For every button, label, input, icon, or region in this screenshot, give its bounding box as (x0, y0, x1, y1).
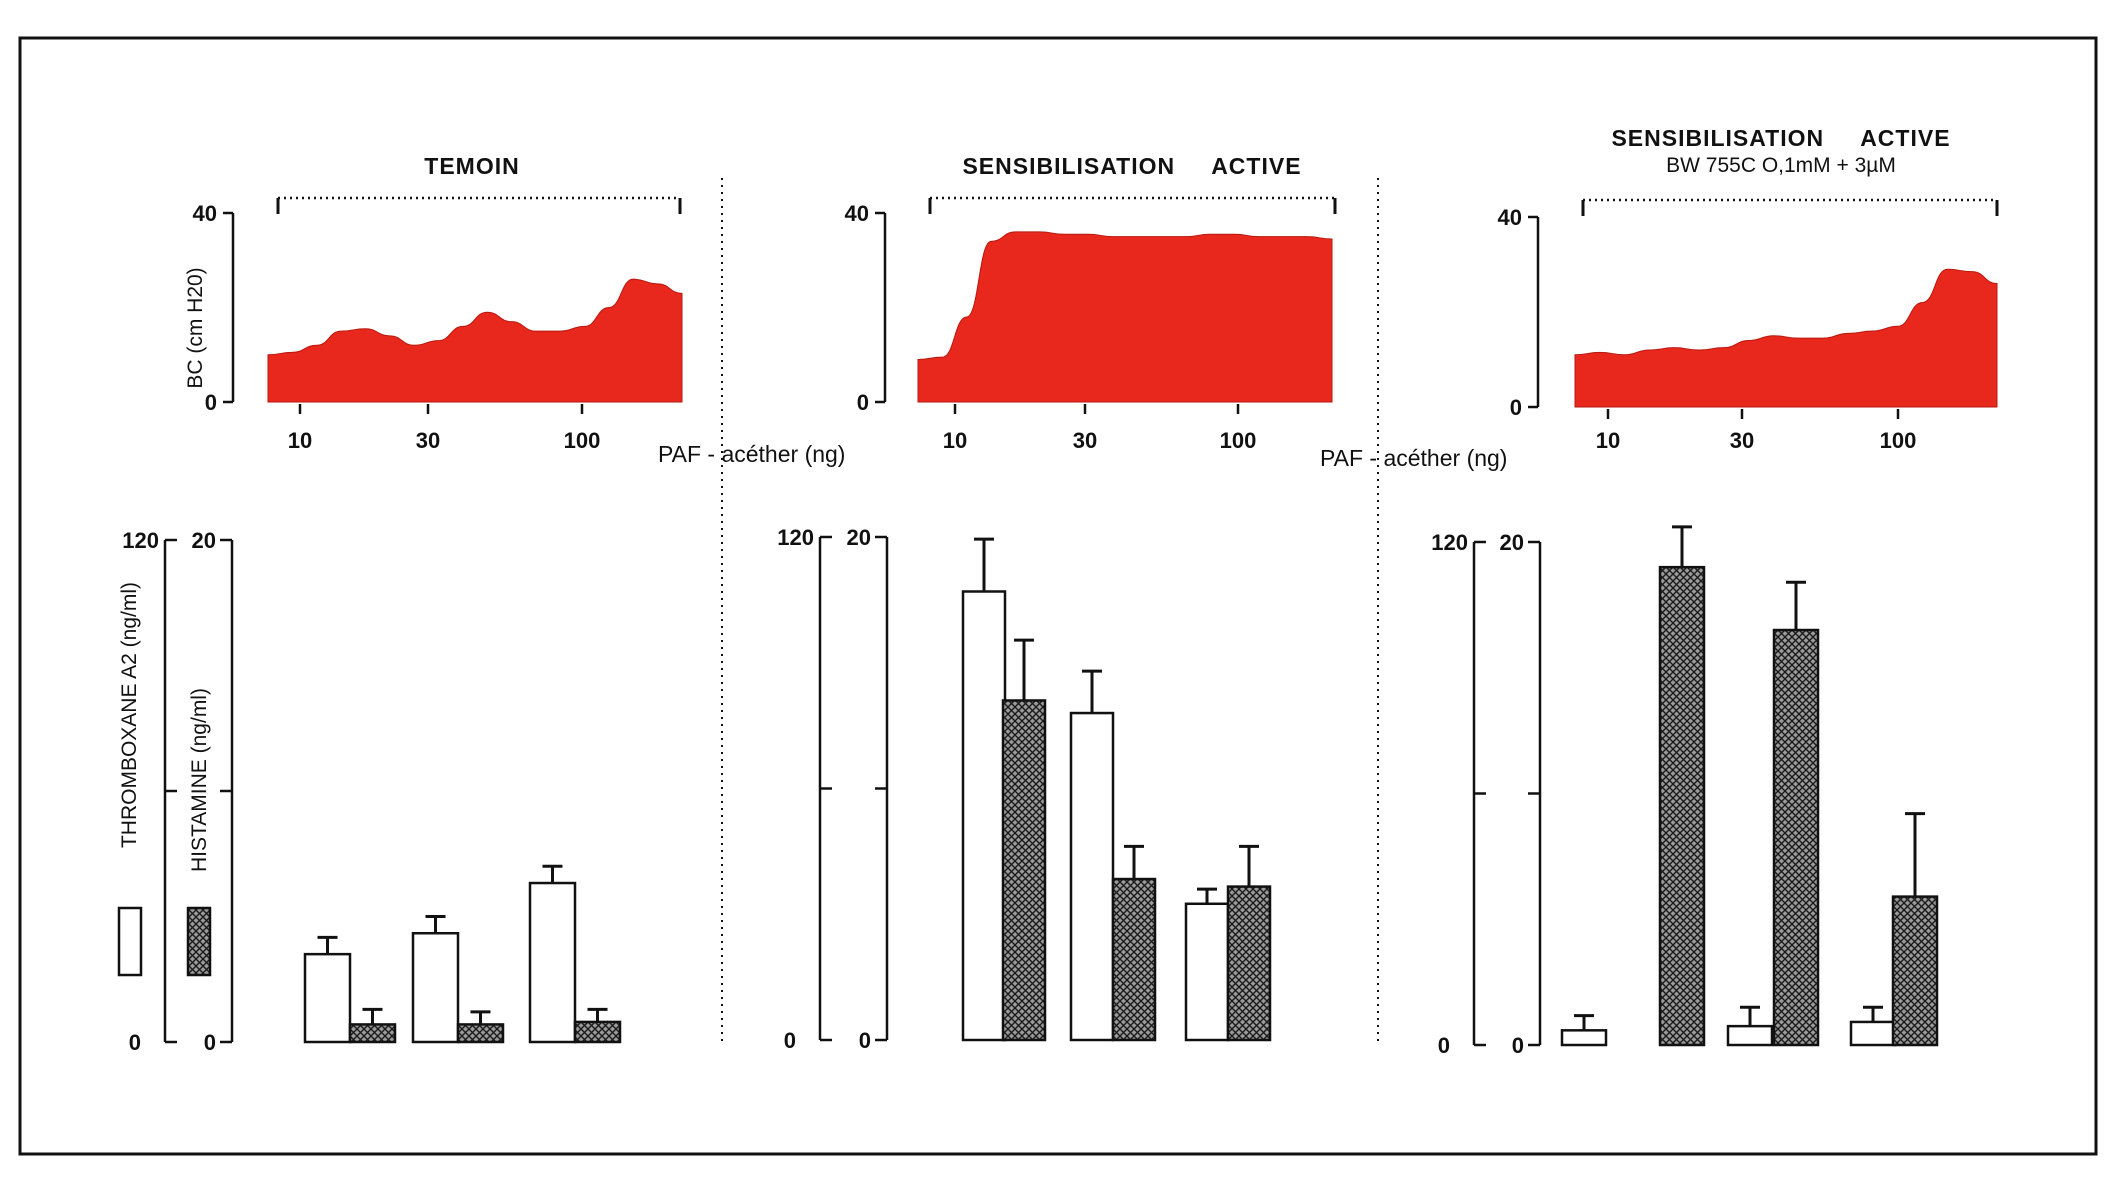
figure-frame (18, 36, 2098, 1156)
mediator-panel-temoin: 120 0 20 0 (122, 528, 622, 1055)
bc-panel-sensibilisation: 0 40 10 30 100 (845, 196, 1337, 453)
histamine-bar-100 (573, 1020, 622, 1044)
dose-tick-label: 30 (1730, 428, 1754, 453)
thromboxane-bar-100 (1849, 1020, 1897, 1047)
thromboxane-bar-100 (528, 881, 577, 1044)
histamine-tick-label: 20 (847, 525, 871, 550)
thromboxane-bar-30 (1726, 1024, 1774, 1047)
dose-tick-label: 100 (564, 428, 601, 453)
histamine-axis-label: HISTAMINE (ng/ml) (188, 688, 211, 872)
bc-axis-label: BC (cm H20) (184, 267, 207, 388)
histamine-bar-30 (456, 1023, 505, 1044)
thromboxane-bar-10 (961, 590, 1007, 1042)
dose-tick-label: 30 (416, 428, 440, 453)
bc-area-sensibilisation (917, 231, 1333, 403)
bc-panel-temoin: 0 40 10 30 100 (193, 196, 683, 453)
bw755c-subtitle: BW 755C O,1mM + 3µM (1666, 154, 1896, 177)
histamine-bar-10 (1658, 565, 1706, 1047)
thromboxane-bar-30 (1069, 711, 1115, 1042)
legend-thromboxane-swatch (117, 906, 143, 977)
dose-tick-label: 10 (1596, 428, 1620, 453)
thromboxane-bar-10 (1560, 1029, 1608, 1047)
histamine-tick-label: 0 (1512, 1033, 1524, 1058)
thromboxane-axis-label: THROMBOXANE A2 (ng/ml) (118, 582, 141, 848)
bc-area-bw755c (1574, 268, 1998, 408)
bw755c-title: SENSIBILISATION ACTIVE (1611, 125, 1950, 151)
mediator-panel-sensibilisation: 120 0 20 0 (777, 525, 1272, 1053)
thromboxane-tick-label: 120 (777, 525, 814, 550)
thromboxane-tick-label: 120 (1431, 530, 1468, 555)
dose-tick-label: 10 (288, 428, 312, 453)
histamine-bar-30 (1111, 877, 1157, 1042)
bc-y-tick-label: 0 (205, 390, 217, 415)
thromboxane-bar-10 (303, 952, 352, 1044)
sensibilisation-title: SENSIBILISATION ACTIVE (962, 153, 1301, 179)
dose-tick-label: 100 (1220, 428, 1257, 453)
bc-y-tick-label: 40 (193, 201, 217, 226)
bc-area-temoin (267, 278, 683, 403)
histamine-tick-label: 0 (204, 1030, 216, 1055)
histamine-tick-label: 20 (1500, 530, 1524, 555)
dose-tick-label: 30 (1073, 428, 1097, 453)
thromboxane-bar-100 (1184, 902, 1230, 1042)
thromboxane-tick-label: 0 (1438, 1033, 1450, 1058)
mediator-bars: 120 0 20 0 120 0 20 0 120 0 20 0 (122, 525, 1939, 1058)
legend-histamine-swatch (186, 906, 212, 977)
breathing-curves: 0 40 10 30 100 0 40 10 30 100 0 40 10 30 100 (193, 196, 1999, 453)
thromboxane-bar-30 (411, 931, 460, 1044)
thromboxane-tick-label: 0 (129, 1030, 141, 1055)
histamine-bar-100 (1891, 895, 1939, 1047)
bc-y-tick-label: 0 (857, 390, 869, 415)
histamine-bar-30 (1772, 628, 1820, 1047)
thromboxane-tick-label: 120 (122, 528, 159, 553)
histamine-tick-label: 0 (859, 1028, 871, 1053)
dose-tick-label: 100 (1880, 428, 1917, 453)
dose-tick-label: 10 (943, 428, 967, 453)
bc-y-tick-label: 40 (1498, 205, 1522, 230)
paf-axis-label-2: PAF - acéther (ng) (1320, 445, 1507, 471)
bc-panel-bw755c: 0 40 10 30 100 (1498, 198, 1999, 453)
histamine-bar-10 (1001, 699, 1047, 1042)
histamine-bar-10 (348, 1023, 397, 1044)
temoin-title: TEMOIN (424, 153, 519, 179)
thromboxane-tick-label: 0 (784, 1028, 796, 1053)
mediator-panel-bw755c: 120 0 20 0 (1431, 525, 1939, 1058)
paf-axis-label-1: PAF - acéther (ng) (658, 441, 845, 467)
bc-y-tick-label: 0 (1510, 395, 1522, 420)
bc-y-tick-label: 40 (845, 201, 869, 226)
histamine-bar-100 (1226, 885, 1272, 1042)
histamine-tick-label: 20 (192, 528, 216, 553)
